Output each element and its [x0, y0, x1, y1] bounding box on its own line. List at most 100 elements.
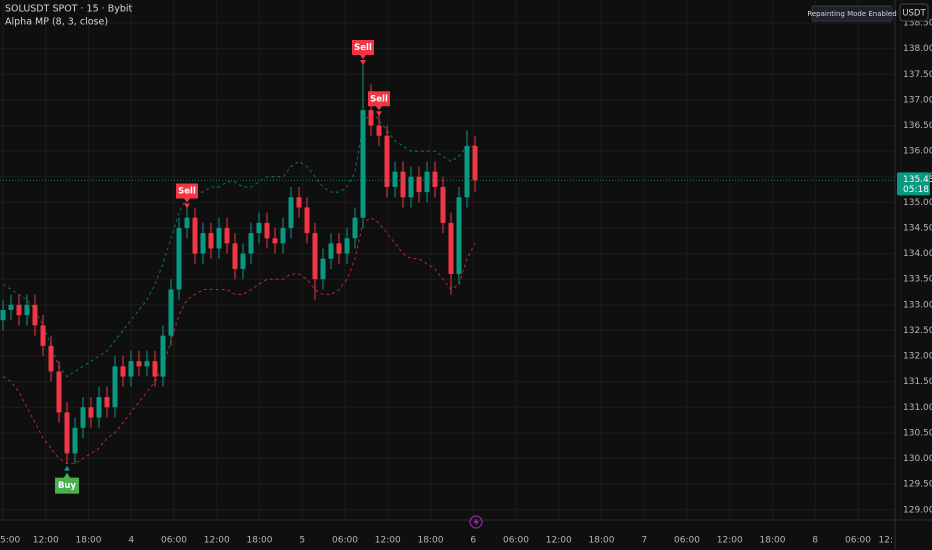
x-tick-label: 18:00: [589, 536, 615, 546]
candle-body: [152, 361, 158, 377]
candle-body: [384, 135, 390, 187]
candle-body: [224, 227, 230, 244]
candle-body: [184, 217, 190, 228]
candle-body: [272, 238, 278, 244]
y-tick-label: 136.50: [903, 121, 932, 131]
sell-label: Sell: [354, 43, 372, 53]
candle-body: [392, 171, 398, 187]
candle-body: [320, 258, 326, 280]
x-tick-label: 06:00: [674, 536, 700, 546]
x-tick-label: 18:00: [247, 536, 273, 546]
x-tick-label: 12:00: [204, 536, 230, 546]
candle-body: [56, 371, 62, 413]
candle-body: [128, 361, 134, 377]
candle-body: [472, 146, 478, 181]
candle-body: [424, 171, 430, 193]
x-tick-label: 12:00: [717, 536, 743, 546]
symbol-title: SOLUSDT SPOT · 15 · Bybit: [5, 4, 133, 15]
candle-body: [288, 197, 294, 228]
candle-body: [120, 366, 126, 377]
candle-body: [112, 366, 118, 408]
candle-body: [8, 304, 14, 310]
x-tick-label: 06:00: [332, 536, 358, 546]
candle-body: [448, 222, 454, 275]
indicator-name: Alpha MP (8, 3, close): [5, 17, 108, 28]
candle-body: [144, 361, 150, 367]
x-tick-label: 12:00: [546, 536, 572, 546]
candle-body: [440, 186, 446, 223]
currency-button[interactable]: [899, 3, 929, 22]
x-tick-label: 12:00: [375, 536, 401, 546]
event-bolt: [473, 517, 479, 527]
candle-body: [64, 412, 70, 454]
sell-label: Sell: [370, 94, 388, 104]
candle-body: [328, 243, 334, 259]
buy-label: Buy: [58, 481, 77, 491]
candle-body: [264, 222, 270, 239]
buy-label-box: [55, 472, 79, 494]
candle-body: [24, 304, 30, 316]
candle-body: [360, 110, 366, 218]
x-tick-label: 5: [299, 536, 305, 546]
candle-body: [208, 233, 214, 249]
sell-label-box: [176, 183, 198, 203]
currency-label[interactable]: USDT: [902, 9, 926, 19]
candle-body: [256, 222, 262, 234]
grid: [0, 0, 902, 520]
x-tick-label: 06:00: [161, 536, 187, 546]
x-tick-label: 12:00: [33, 536, 59, 546]
candle-body: [280, 227, 286, 244]
y-tick-label: 129.00: [903, 505, 932, 515]
candle-body: [456, 197, 462, 275]
candle-body: [72, 427, 78, 454]
candle-body: [0, 309, 6, 321]
candle-body: [160, 335, 166, 377]
x-tick-label: 5:00: [0, 536, 20, 546]
candle-body: [104, 397, 110, 408]
sell-label: Sell: [178, 186, 196, 196]
x-tick-label: 18:00: [760, 536, 786, 546]
candle-body: [176, 227, 182, 290]
candle-body: [304, 207, 310, 234]
sell-marker: [376, 111, 382, 117]
candle-body: [32, 304, 38, 326]
candle-body: [352, 217, 358, 239]
sell-label-box: [352, 40, 374, 60]
candle-body: [432, 171, 438, 187]
axes: 129.00 129.50 130.00 130.50 131.00 131.50 132.…: [0, 19, 932, 546]
candle-body: [416, 176, 422, 193]
band-line: [2, 109, 475, 378]
candle-body: [200, 233, 206, 254]
y-tick-label: 131.50: [903, 377, 932, 387]
sell-marker: [360, 60, 366, 66]
y-tick-label: 138.50: [903, 19, 932, 29]
band-line: [2, 217, 476, 465]
buy-marker: [64, 465, 70, 471]
y-tick-label: 130.50: [903, 428, 932, 438]
candle-body: [368, 110, 374, 126]
y-tick-label: 133.00: [903, 300, 932, 310]
event-icon[interactable]: [469, 515, 483, 529]
candle-body: [296, 197, 302, 208]
candle-body: [400, 171, 406, 198]
sell-label-box: [368, 91, 390, 111]
candle-body: [336, 243, 342, 254]
candle-body: [248, 233, 254, 254]
x-tick-label: 06:00: [503, 536, 529, 546]
y-tick-label: 136.00: [903, 147, 932, 157]
candle-body: [240, 253, 246, 269]
candle-body: [216, 227, 222, 249]
candle-body: [80, 407, 86, 428]
y-tick-label: 134.50: [903, 223, 932, 233]
y-tick-label: 131.00: [903, 403, 932, 413]
x-tick-label: 12:: [879, 536, 893, 546]
y-tick-label: 135.00: [903, 198, 932, 208]
y-tick-label: 132.00: [903, 352, 932, 362]
x-tick-label: 18:00: [76, 536, 102, 546]
x-tick-label: 6: [470, 536, 476, 546]
candle-body: [312, 233, 318, 280]
candle-body: [168, 289, 174, 336]
